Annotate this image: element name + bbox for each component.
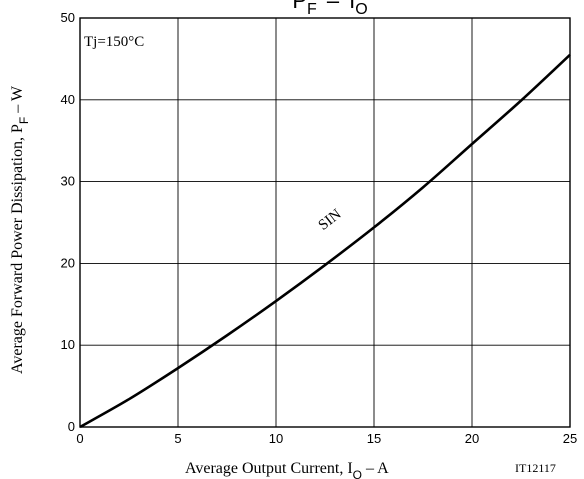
y-tick-label: 0 xyxy=(68,419,75,434)
series-line-sin xyxy=(79,53,571,429)
y-tick-label: 20 xyxy=(61,255,75,270)
x-tick-label: 25 xyxy=(563,431,577,446)
series-group xyxy=(79,53,571,429)
y-axis-label: Average Forward Power Dissipation, PF – … xyxy=(9,85,31,374)
temperature-annotation: Tj=150°C xyxy=(84,34,144,50)
y-tick-label: 40 xyxy=(61,92,75,107)
y-tick-label: 50 xyxy=(61,10,75,25)
y-tick-label: 30 xyxy=(61,174,75,189)
y-ticks: 0 10 20 30 40 50 xyxy=(61,10,75,434)
y-tick-label: 10 xyxy=(61,337,75,352)
chart-title: PF – IO xyxy=(292,0,367,18)
x-axis-label: Average Output Current, IO – A xyxy=(185,460,389,479)
series-label-sin: SIN xyxy=(316,206,345,234)
x-tick-label: 20 xyxy=(465,431,479,446)
grid xyxy=(80,18,570,427)
plot-frame xyxy=(79,17,571,428)
x-tick-label: 15 xyxy=(367,431,381,446)
x-tick-label: 5 xyxy=(174,431,181,446)
x-tick-label: 0 xyxy=(76,431,83,446)
x-tick-label: 10 xyxy=(269,431,283,446)
figure-code: IT12117 xyxy=(515,461,556,475)
x-ticks: 0 5 10 15 20 25 xyxy=(76,431,577,446)
